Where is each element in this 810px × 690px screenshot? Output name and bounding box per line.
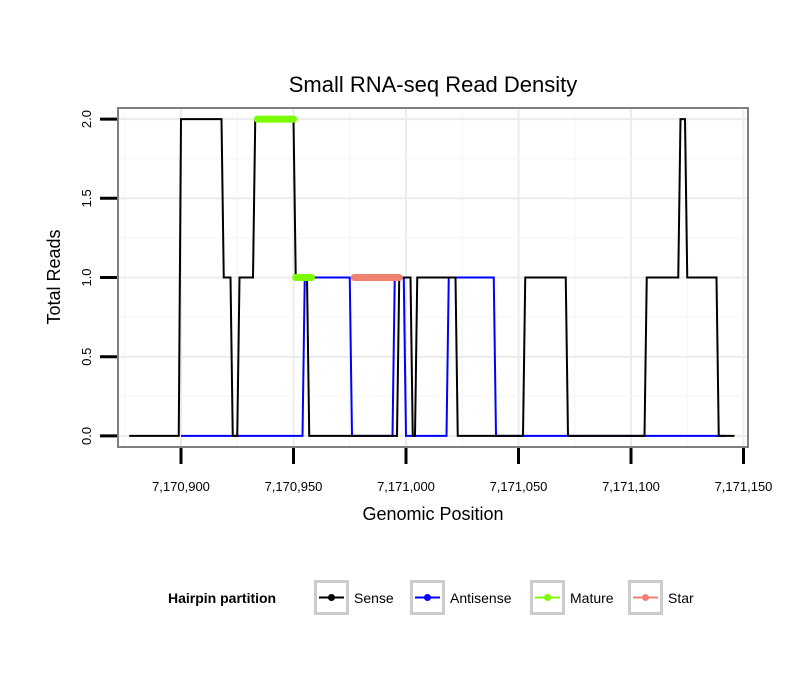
plot-frame: [117, 107, 749, 448]
x-tick-label: 7,170,900: [152, 479, 210, 494]
legend: Hairpin partition Sense Antisense Mature St…: [168, 580, 694, 615]
y-axis: 0.0 0.5 1.0 1.5 2.0: [79, 110, 117, 445]
y-tick-label: 1.0: [79, 268, 94, 286]
y-axis-title: Total Reads: [44, 229, 64, 324]
x-axis-title: Genomic Position: [362, 504, 503, 524]
y-tick-label: 0.0: [79, 427, 94, 445]
x-tick-label: 7,171,150: [715, 479, 773, 494]
x-tick-label: 7,171,000: [377, 479, 435, 494]
y-tick-label: 2.0: [79, 110, 94, 128]
legend-dot-mature: [544, 594, 551, 601]
legend-label-star: Star: [668, 590, 694, 606]
legend-label-mature: Mature: [570, 590, 614, 606]
chart-title: Small RNA-seq Read Density: [289, 72, 578, 97]
x-axis: 7,170,900 7,170,950 7,171,000 7,171,050 7,17…: [152, 448, 772, 494]
y-tick-label: 0.5: [79, 348, 94, 366]
y-tick-label: 1.5: [79, 189, 94, 207]
legend-dot-sense: [328, 594, 335, 601]
x-tick-label: 7,170,950: [265, 479, 323, 494]
plot-series: [129, 115, 735, 437]
x-tick-label: 7,171,100: [602, 479, 660, 494]
legend-label-sense: Sense: [354, 590, 394, 606]
legend-title: Hairpin partition: [168, 590, 276, 606]
series-line-sense: [129, 118, 735, 437]
legend-dot-star: [642, 594, 649, 601]
legend-dot-antisense: [424, 594, 431, 601]
x-tick-label: 7,171,050: [490, 479, 548, 494]
legend-label-antisense: Antisense: [450, 590, 512, 606]
